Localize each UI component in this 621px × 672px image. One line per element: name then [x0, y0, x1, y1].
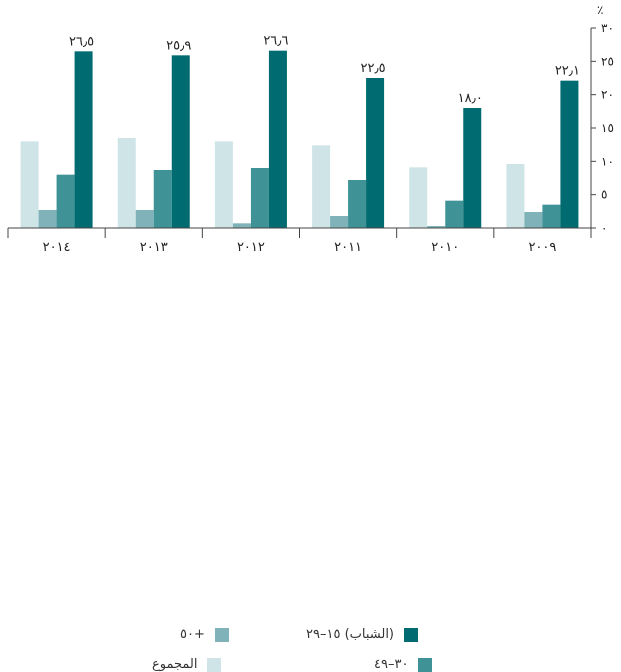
bar — [171, 55, 190, 229]
y-tick-label: ٢٠ — [601, 88, 614, 102]
y-unit-label: ٪ — [597, 3, 603, 17]
y-tick-label: ١٥ — [601, 121, 614, 135]
bar — [153, 170, 172, 228]
bar — [250, 168, 269, 228]
legend-item-youth: (الشباب) ١٥–٢٩ — [306, 627, 419, 642]
data-label: ٢٥٫٩ — [166, 38, 191, 53]
legend-label-total: المجموع — [152, 657, 198, 672]
legend-swatch-youth — [404, 627, 419, 642]
legend-swatch-total — [207, 657, 222, 672]
bar — [427, 226, 446, 228]
y-tick-label: ٢٥ — [601, 54, 614, 68]
data-label: ٢٦٫٦ — [263, 34, 288, 49]
x-tick-label: ٢٠١٢ — [237, 240, 265, 255]
bar — [463, 108, 482, 228]
x-tick-label: ٢٠١٠ — [431, 240, 459, 255]
bar — [348, 180, 367, 228]
bar — [20, 141, 39, 228]
bar — [135, 210, 154, 228]
y-tick-label: ٥ — [601, 188, 607, 202]
bar — [524, 212, 543, 228]
legend-swatch-30-49 — [418, 657, 433, 672]
bar — [366, 78, 385, 228]
bar — [445, 200, 464, 228]
bar — [312, 145, 331, 228]
bar — [506, 164, 525, 228]
y-tick-label: ٣٠ — [601, 21, 614, 35]
legend-item-30-49: ٣٠–٤٩ — [374, 657, 433, 672]
bar — [560, 80, 579, 229]
legend-label-30-49: ٣٠–٤٩ — [374, 657, 409, 672]
x-tick-label: ٢٠١٣ — [140, 240, 168, 255]
bar — [56, 174, 75, 228]
legend-item-50plus: +٥٠ — [180, 627, 229, 642]
x-tick-label: ٢٠١١ — [334, 240, 362, 255]
data-label: ٢٦٫٥ — [69, 34, 94, 49]
data-label: ١٨٫٠ — [458, 91, 483, 106]
x-tick-label: ٢٠٠٩ — [528, 240, 556, 255]
bar — [268, 50, 287, 228]
chart: ٢٦٫٥ ٢٠١٤ ٢٥٫٩ ٢٠١٣ ٢٦٫٦ ٢٠١٢ ٢٢٫٥ ٢٠١١ ١٨٫٠ ٢٠١٠… — [7, 3, 614, 672]
bar — [232, 223, 251, 228]
bar — [542, 204, 561, 228]
data-label: ٢٢٫٥ — [360, 61, 385, 76]
legend-label-50plus: +٥٠ — [180, 627, 205, 642]
y-tick-label: ١٠ — [601, 154, 614, 168]
bar — [38, 210, 57, 228]
x-tick-label: ٢٠١٤ — [43, 240, 71, 255]
bar — [409, 167, 428, 228]
bar — [330, 216, 349, 228]
y-tick-label: ٠ — [601, 221, 607, 235]
data-label: ٢٢٫١ — [555, 64, 580, 79]
legend-item-total: المجموع — [152, 657, 222, 672]
legend-label-youth: (الشباب) ١٥–٢٩ — [306, 627, 395, 642]
bar — [74, 51, 93, 229]
bar — [214, 141, 233, 228]
bar — [117, 138, 136, 228]
legend-swatch-50plus — [214, 627, 229, 642]
bar-chart-svg: ٢٦٫٥٢٠١٤٢٥٫٩٢٠١٣٢٦٫٦٢٠١٢٢٢٫٥٢٠١١١٨٫٠٢٠١٠… — [7, 3, 614, 255]
